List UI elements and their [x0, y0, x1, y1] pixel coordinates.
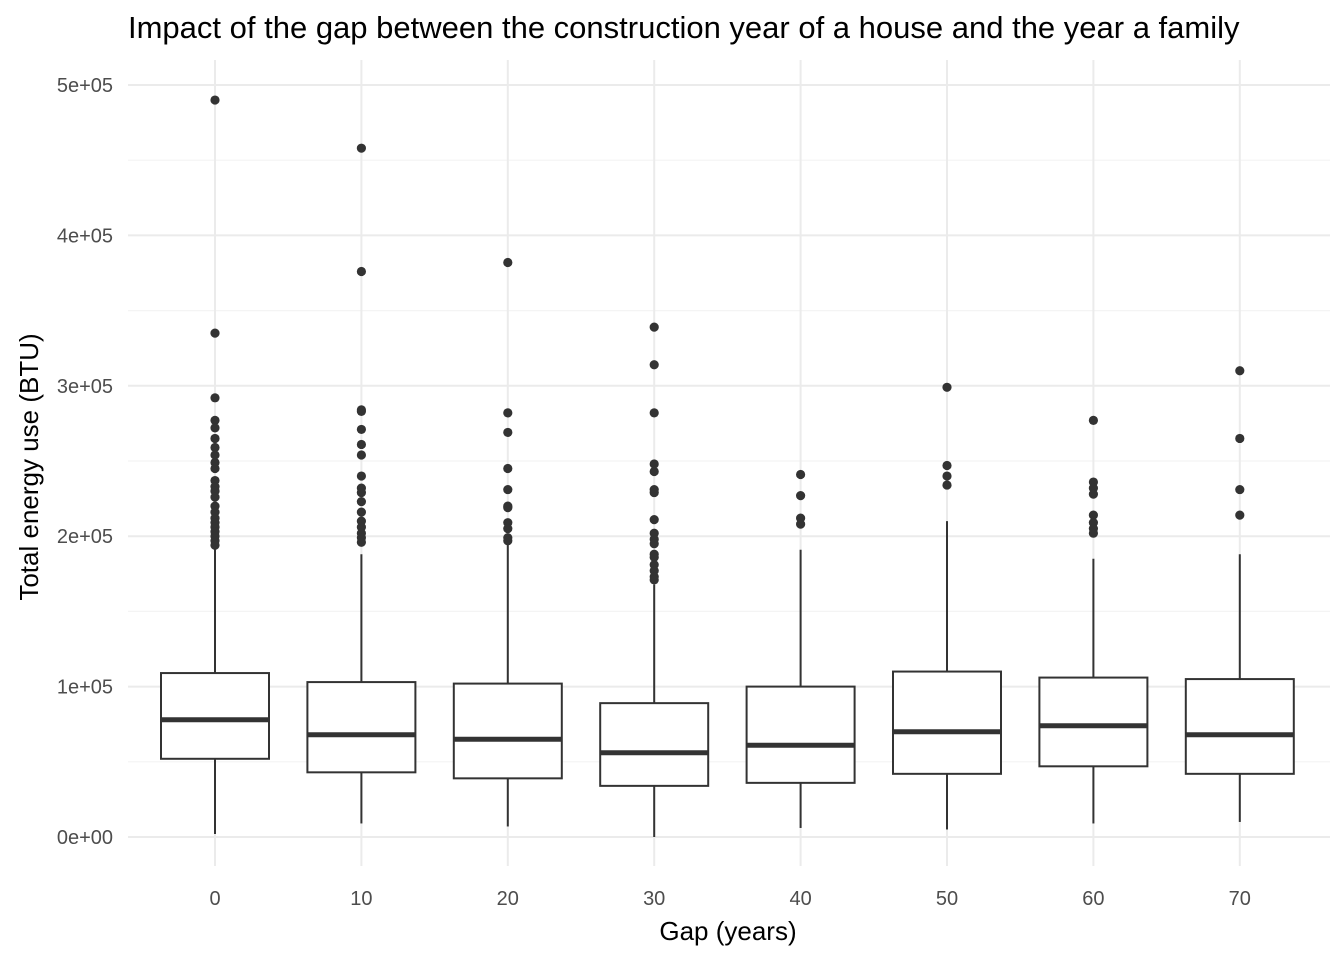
- outlier-point: [649, 552, 659, 562]
- box-group: [745, 469, 856, 828]
- outlier-point: [503, 463, 513, 474]
- outlier-point: [356, 424, 366, 435]
- box-group: [452, 257, 563, 827]
- outlier-point: [649, 487, 659, 498]
- outlier-point: [942, 471, 952, 481]
- outlier-point: [1235, 366, 1245, 376]
- outlier-point: [649, 515, 659, 525]
- box-iqr: [599, 702, 710, 787]
- outlier-point: [210, 95, 220, 105]
- outlier-point: [210, 433, 220, 444]
- y-tick-label: 3e+05: [57, 376, 113, 398]
- outlier-point: [356, 507, 366, 517]
- y-tick-label: 2e+05: [57, 526, 113, 548]
- outlier-point: [356, 450, 366, 460]
- outlier-point: [796, 519, 806, 529]
- outlier-point: [356, 143, 366, 153]
- outlier-point: [1088, 489, 1098, 499]
- x-tick-label: 20: [497, 888, 519, 910]
- y-axis-ticks: 0e+00 1e+05 2e+05 3e+05 4e+05 5e+05: [57, 75, 113, 849]
- box-group: [1184, 366, 1295, 822]
- outlier-point: [1235, 484, 1245, 495]
- outlier-point: [503, 408, 513, 418]
- x-tick-label: 40: [789, 888, 811, 910]
- box-iqr: [452, 682, 563, 780]
- box-iqr: [1184, 678, 1295, 775]
- outlier-point: [649, 322, 659, 332]
- outlier-point: [356, 537, 366, 547]
- box-group: [599, 322, 710, 837]
- outlier-point: [503, 536, 513, 546]
- outlier-point: [649, 360, 659, 370]
- outlier-point: [210, 415, 220, 425]
- box-iqr: [306, 681, 417, 774]
- outlier-point: [1088, 510, 1098, 520]
- outlier-point: [356, 487, 366, 498]
- outlier-point: [210, 328, 220, 338]
- box-group: [160, 95, 270, 834]
- chart-title: Impact of the gap between the constructi…: [128, 10, 1240, 45]
- y-axis-title: Total energy use (BTU): [14, 333, 44, 600]
- outlier-point: [649, 466, 659, 477]
- x-tick-label: 70: [1229, 888, 1251, 910]
- outlier-point: [356, 497, 366, 507]
- outlier-point: [210, 423, 220, 433]
- outlier-point: [942, 460, 952, 471]
- outlier-point: [356, 471, 366, 481]
- box-group: [1038, 415, 1149, 824]
- outlier-point: [210, 463, 220, 474]
- outlier-point: [356, 266, 366, 277]
- outlier-point: [942, 480, 952, 490]
- x-tick-label: 10: [350, 888, 372, 910]
- outlier-point: [1235, 433, 1245, 444]
- outlier-point: [796, 490, 806, 501]
- x-axis-ticks: 0 10 20 30 40 50 60 70: [209, 888, 1250, 910]
- y-tick-label: 0e+00: [57, 827, 113, 849]
- y-tick-label: 4e+05: [57, 225, 113, 247]
- outlier-point: [1088, 528, 1098, 538]
- box-iqr: [1038, 676, 1149, 768]
- x-tick-label: 50: [936, 888, 958, 910]
- outlier-point: [356, 406, 366, 416]
- x-tick-label: 0: [209, 888, 220, 910]
- outlier-point: [356, 439, 366, 450]
- box-iqr: [745, 685, 856, 784]
- outlier-point: [210, 393, 220, 403]
- outlier-point: [210, 540, 220, 550]
- outlier-point: [796, 469, 806, 480]
- outlier-point: [649, 408, 659, 418]
- box-iqr: [892, 670, 1002, 775]
- outlier-point: [649, 459, 659, 469]
- box-group: [306, 143, 417, 824]
- outlier-point: [503, 524, 513, 534]
- box-group: [892, 382, 1002, 830]
- x-tick-label: 60: [1082, 888, 1104, 910]
- outlier-point: [210, 492, 220, 502]
- outlier-point: [503, 427, 513, 438]
- outlier-point: [649, 539, 659, 549]
- x-axis-title: Gap (years): [659, 916, 796, 946]
- y-tick-label: 1e+05: [57, 677, 113, 699]
- outlier-point: [503, 484, 513, 495]
- x-tick-label: 30: [643, 888, 665, 910]
- outlier-point: [1235, 510, 1245, 520]
- outlier-point: [1088, 415, 1098, 425]
- outlier-point: [503, 257, 513, 268]
- y-tick-label: 5e+05: [57, 75, 113, 97]
- outlier-point: [503, 503, 513, 513]
- box-iqr: [160, 672, 270, 760]
- outlier-point: [210, 442, 220, 453]
- box-layer: [160, 95, 1295, 837]
- outlier-point: [649, 575, 659, 585]
- outlier-point: [210, 450, 220, 460]
- outlier-point: [942, 382, 952, 392]
